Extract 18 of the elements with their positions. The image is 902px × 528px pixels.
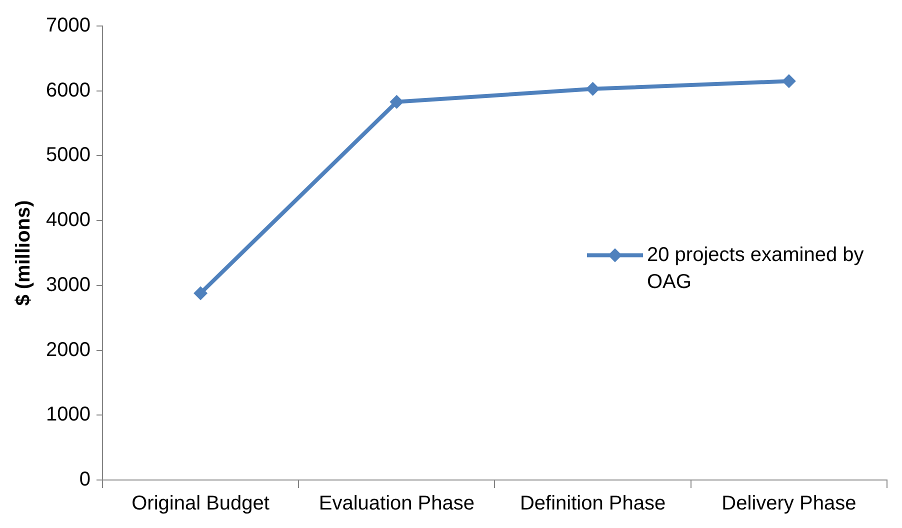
y-tick-label: 3000	[46, 274, 90, 296]
y-tick-label: 0	[79, 468, 90, 491]
y-axis-title: $ (millions)	[12, 200, 35, 306]
y-tick-label: 5000	[46, 144, 90, 166]
point	[194, 286, 208, 300]
point	[390, 94, 404, 109]
x-tick-label: Evaluation Phase	[318, 492, 475, 515]
point	[782, 74, 796, 88]
y-tick-label: 6000	[46, 79, 90, 102]
y-tick-label: 2000	[46, 338, 90, 361]
x-tick-label: Original Budget	[132, 492, 270, 515]
y-tick-label: 4000	[46, 209, 90, 232]
y-tick-label: 7000	[46, 14, 90, 37]
y-tick-label: 1000	[46, 404, 90, 426]
point	[586, 82, 600, 96]
legend-label: 20 projects examined by OAG	[647, 244, 864, 293]
x-tick-label: Definition Phase	[520, 492, 666, 515]
x-tick-label: Delivery Phase	[722, 492, 856, 515]
